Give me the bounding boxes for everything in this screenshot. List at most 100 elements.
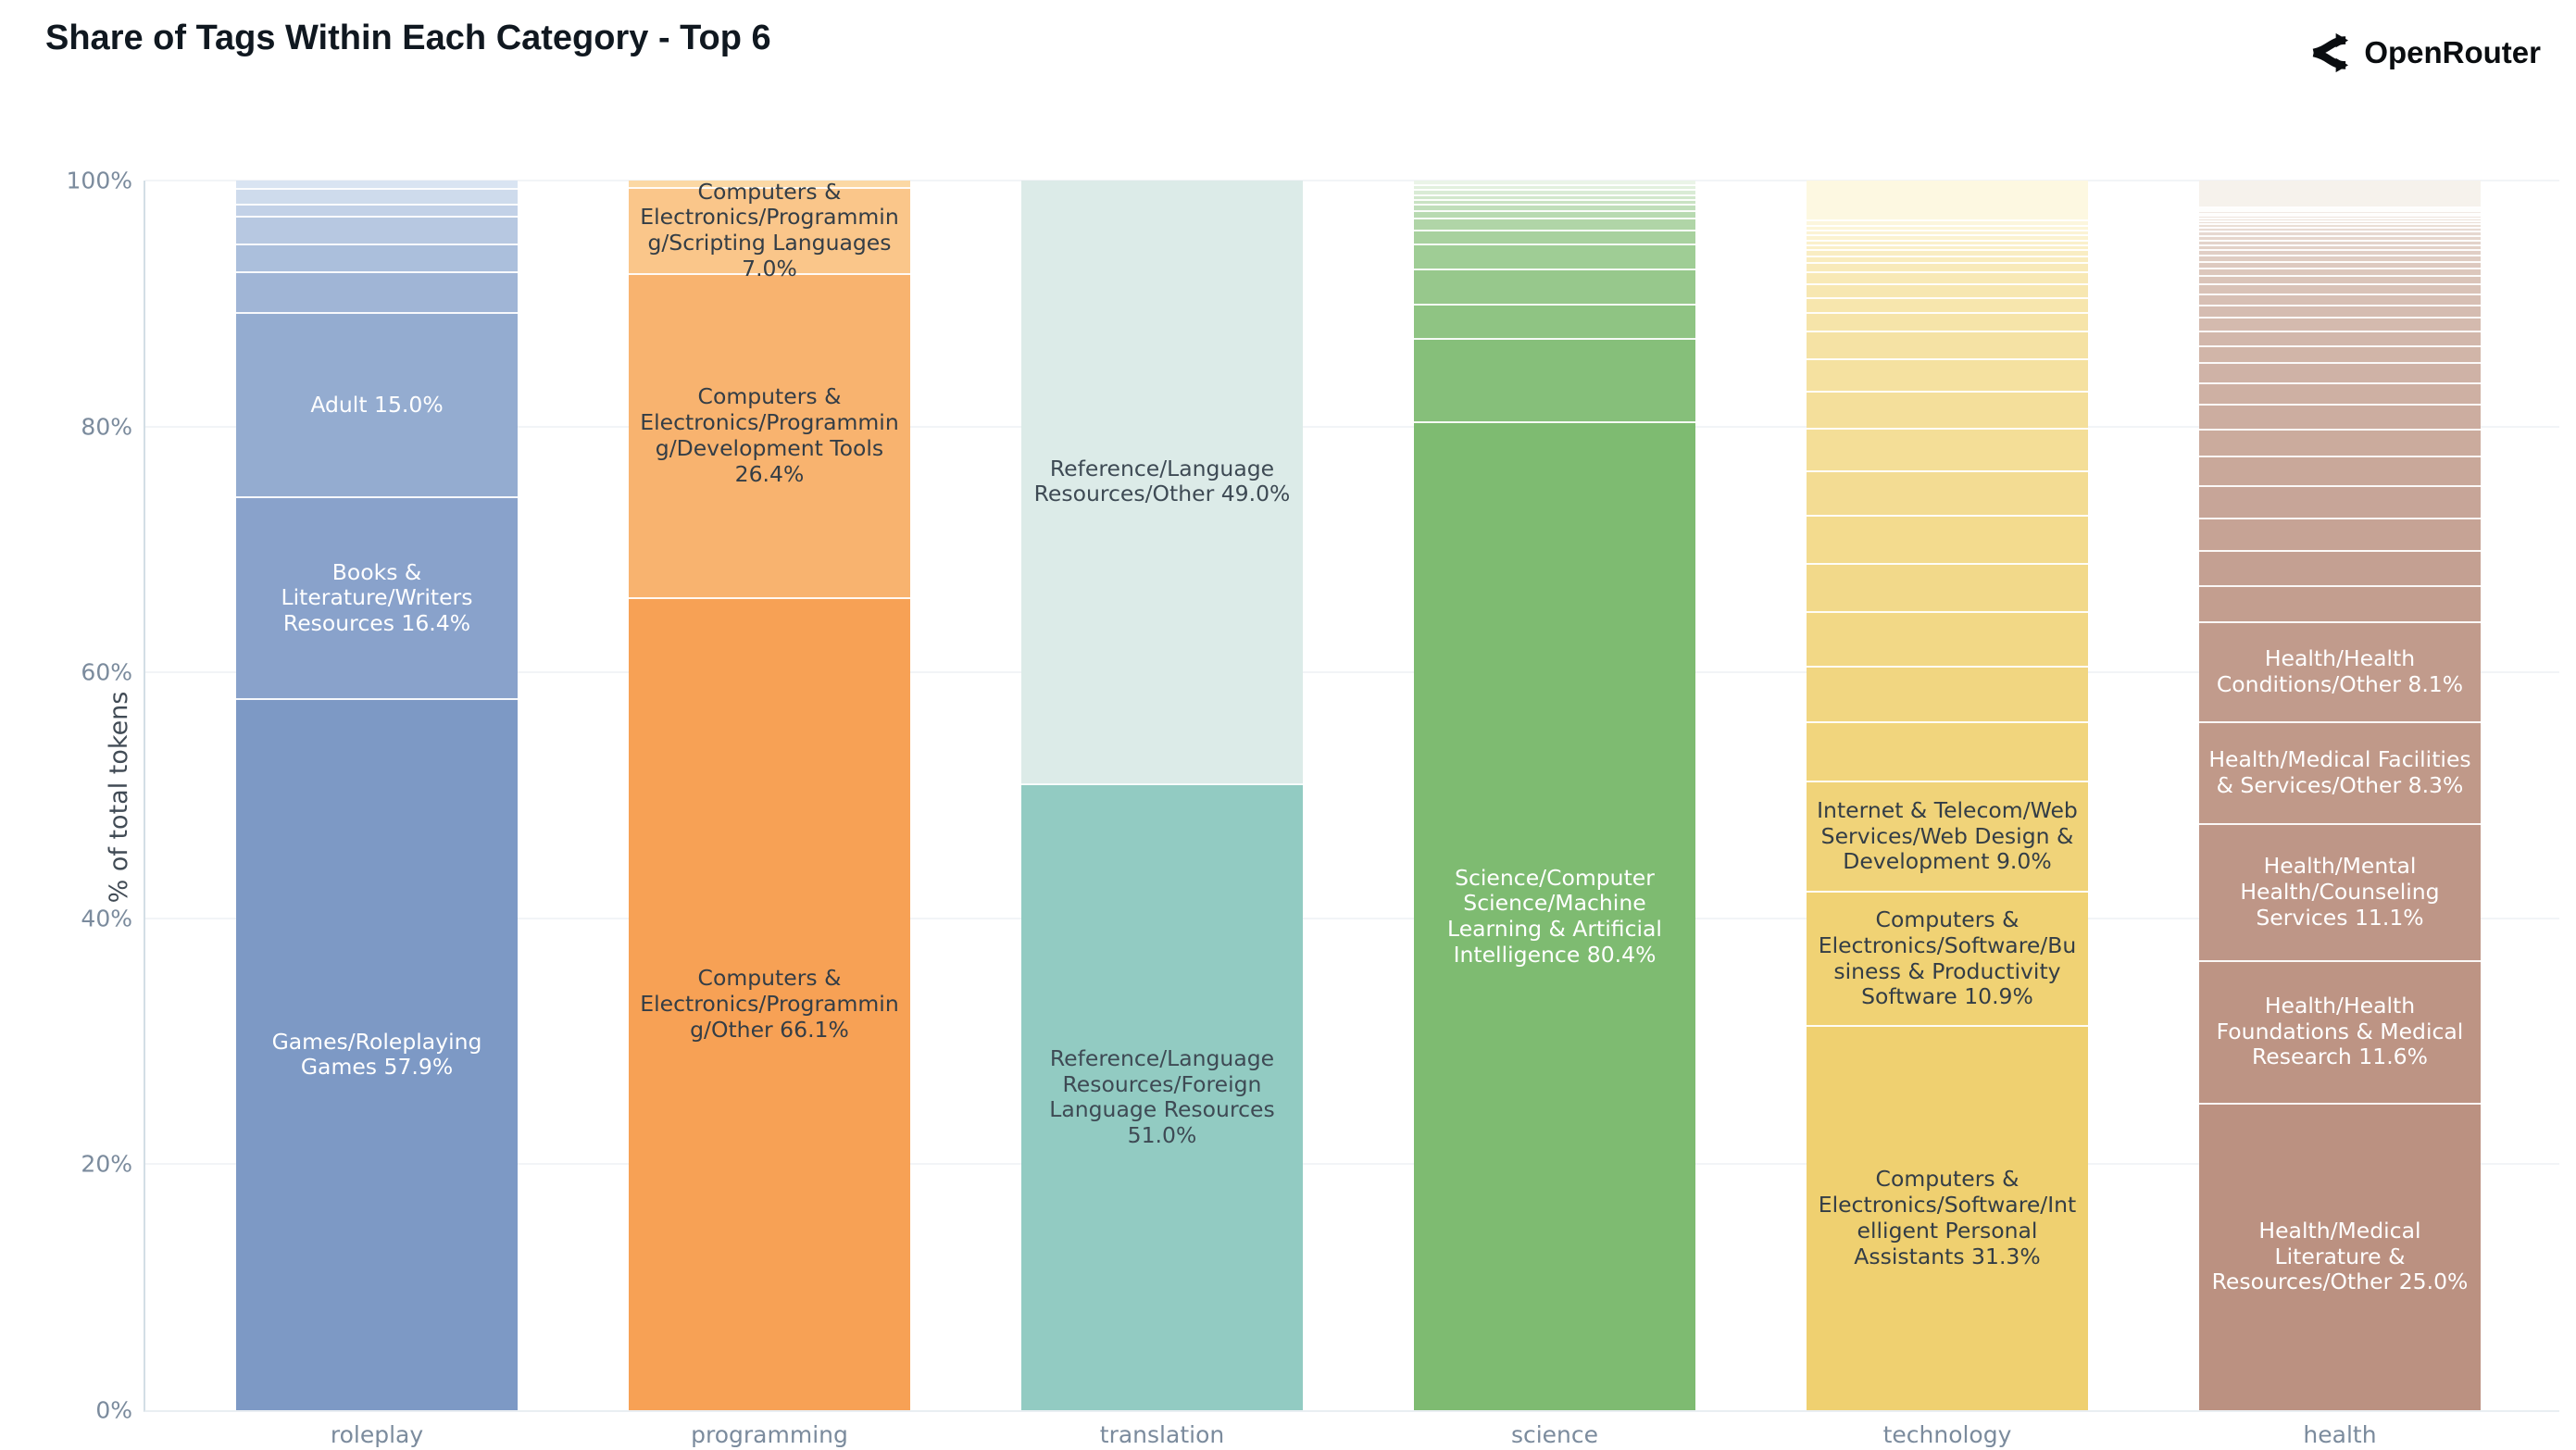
segment[interactable] (236, 181, 518, 188)
y-tick-label: 100% (66, 167, 132, 194)
segment[interactable] (1807, 219, 2088, 225)
segment[interactable] (236, 243, 518, 272)
segment[interactable] (2199, 223, 2481, 228)
segment[interactable] (2199, 244, 2481, 250)
segment[interactable] (1807, 181, 2088, 220)
segment-roleplay-7[interactable]: Books & Literature/Writers Resources 16.… (236, 496, 518, 698)
segment[interactable] (1807, 255, 2088, 262)
segment[interactable] (236, 204, 518, 217)
segment-programming-2[interactable]: Computers & Electronics/Programming/Deve… (629, 272, 910, 598)
segment[interactable] (2199, 249, 2481, 256)
segment[interactable] (2199, 330, 2481, 345)
segment[interactable] (1414, 243, 1695, 269)
segment-science-13[interactable]: Science/Computer Science/Machine Learnin… (1414, 421, 1695, 1410)
segment[interactable] (2199, 428, 2481, 456)
segment[interactable] (1414, 337, 1695, 422)
x-category-label-technology: technology (1882, 1421, 2012, 1448)
segment[interactable] (2199, 404, 2481, 429)
segment[interactable] (2199, 550, 2481, 585)
segment[interactable] (1414, 194, 1695, 199)
segment[interactable] (1807, 249, 2088, 256)
segment-translation-0[interactable]: Reference/Language Resources/Other 49.0% (1021, 181, 1303, 783)
segment-programming-1[interactable]: Computers & Electronics/Programming/Scri… (629, 179, 910, 281)
segment[interactable] (2199, 456, 2481, 485)
segment[interactable] (1807, 721, 2088, 781)
segment[interactable] (1414, 209, 1695, 218)
segment[interactable] (629, 181, 910, 187)
segment[interactable] (2199, 181, 2481, 206)
segment[interactable] (2199, 212, 2481, 216)
segment[interactable] (2199, 485, 2481, 518)
segment[interactable] (236, 216, 518, 244)
segment-programming-3[interactable]: Computers & Electronics/Programming/Othe… (629, 597, 910, 1410)
segment[interactable] (1807, 234, 2088, 240)
segment[interactable] (2199, 235, 2481, 240)
segment-health-37[interactable]: Health/Health Foundations & Medical Rese… (2199, 959, 2481, 1103)
segment[interactable] (2199, 260, 2481, 269)
segment-label: Computers & Electronics/Programming/Othe… (640, 965, 899, 1043)
segment[interactable] (2199, 304, 2481, 318)
segment[interactable] (2199, 220, 2481, 224)
segment[interactable] (2199, 275, 2481, 284)
segment[interactable] (1414, 181, 1695, 184)
segment-label: Health/Medical Facilities & Services/Oth… (2208, 746, 2471, 799)
segment[interactable] (2199, 317, 2481, 331)
segment[interactable] (2199, 344, 2481, 363)
segment[interactable] (1414, 217, 1695, 230)
segment[interactable] (1807, 470, 2088, 515)
segment[interactable] (1807, 562, 2088, 611)
segment[interactable] (2199, 283, 2481, 294)
segment[interactable] (1807, 230, 2088, 235)
segment[interactable] (1807, 666, 2088, 722)
segment-label: Adult 15.0% (310, 391, 444, 418)
segment[interactable] (1414, 303, 1695, 338)
segment[interactable] (236, 187, 518, 205)
segment[interactable] (2199, 584, 2481, 622)
segment[interactable] (1807, 283, 2088, 297)
segment[interactable] (1807, 311, 2088, 331)
segment[interactable] (1807, 261, 2088, 272)
segment-technology-26[interactable]: Computers & Electronics/Software/Intelli… (1807, 1025, 2088, 1410)
segment-health-36[interactable]: Health/Mental Health/Counseling Services… (2199, 823, 2481, 960)
segment[interactable] (2199, 206, 2481, 208)
segment[interactable] (1807, 358, 2088, 391)
segment-roleplay-6[interactable]: Adult 15.0% (236, 312, 518, 497)
segment[interactable] (1414, 204, 1695, 210)
segment-health-34[interactable]: Health/Health Conditions/Other 8.1% (2199, 621, 2481, 721)
segment[interactable] (1414, 269, 1695, 304)
segment[interactable] (1807, 244, 2088, 250)
segment[interactable] (1807, 271, 2088, 284)
segment-roleplay-8[interactable]: Games/Roleplaying Games 57.9% (236, 697, 518, 1410)
segment[interactable] (1414, 189, 1695, 194)
segment[interactable] (1414, 183, 1695, 190)
segment[interactable] (2199, 255, 2481, 261)
segment[interactable] (236, 271, 518, 313)
segment[interactable] (1807, 296, 2088, 312)
segment[interactable] (1807, 514, 2088, 563)
segment[interactable] (2199, 362, 2481, 382)
segment[interactable] (2199, 239, 2481, 244)
segment[interactable] (2199, 215, 2481, 218)
segment[interactable] (1807, 390, 2088, 428)
segment-technology-25[interactable]: Computers & Electronics/Software/Busines… (1807, 891, 2088, 1026)
segment[interactable] (2199, 217, 2481, 221)
segment[interactable] (1807, 330, 2088, 359)
segment[interactable] (1414, 230, 1695, 244)
segment-translation-1[interactable]: Reference/Language Resources/Foreign Lan… (1021, 782, 1303, 1410)
segment[interactable] (1807, 224, 2088, 231)
segment[interactable] (1807, 239, 2088, 244)
segment-health-38[interactable]: Health/Medical Literature & Resources/Ot… (2199, 1102, 2481, 1410)
segment[interactable] (1414, 198, 1695, 205)
segment[interactable] (1807, 427, 2088, 471)
segment[interactable] (2199, 209, 2481, 213)
segment[interactable] (1807, 610, 2088, 667)
segment[interactable] (2199, 293, 2481, 305)
segment-technology-24[interactable]: Internet & Telecom/Web Services/Web Desi… (1807, 780, 2088, 892)
segment[interactable] (2199, 227, 2481, 231)
segment[interactable] (2199, 231, 2481, 235)
segment-health-35[interactable]: Health/Medical Facilities & Services/Oth… (2199, 720, 2481, 824)
segment[interactable] (2199, 268, 2481, 276)
segment[interactable] (2199, 517, 2481, 551)
segment[interactable] (2199, 381, 2481, 405)
segment[interactable] (2199, 207, 2481, 210)
